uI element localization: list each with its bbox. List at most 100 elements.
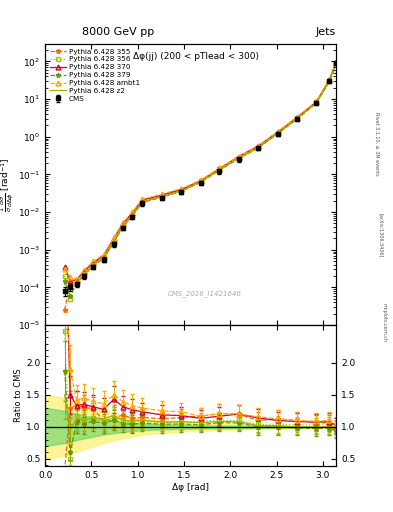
Pythia 6.428 ambt1 bbox=[236, 154, 241, 160]
Text: [arXiv:1306.3436]: [arXiv:1306.3436] bbox=[378, 214, 383, 258]
Pythia 6.428 355 bbox=[160, 193, 164, 199]
Pythia 6.428 ambt1 bbox=[101, 251, 106, 258]
Pythia 6.428 z2 bbox=[74, 280, 79, 286]
Pythia 6.428 356 bbox=[91, 262, 95, 268]
Pythia 6.428 355 bbox=[111, 239, 116, 245]
Pythia 6.428 370 bbox=[160, 192, 164, 198]
Pythia 6.428 z2 bbox=[314, 100, 319, 106]
Pythia 6.428 379 bbox=[314, 100, 319, 106]
Pythia 6.428 356 bbox=[74, 279, 79, 285]
Pythia 6.428 356 bbox=[179, 188, 184, 194]
Pythia 6.428 ambt1 bbox=[68, 274, 73, 280]
Pythia 6.428 370 bbox=[82, 268, 86, 274]
Pythia 6.428 356 bbox=[101, 255, 106, 261]
Legend: Pythia 6.428 355, Pythia 6.428 356, Pythia 6.428 370, Pythia 6.428 379, Pythia 6: Pythia 6.428 355, Pythia 6.428 356, Pyth… bbox=[49, 47, 141, 103]
Pythia 6.428 370 bbox=[91, 260, 95, 266]
Pythia 6.428 z2 bbox=[62, 282, 67, 288]
Pythia 6.428 379 bbox=[217, 167, 222, 174]
Pythia 6.428 355 bbox=[275, 129, 280, 135]
Line: Pythia 6.428 ambt1: Pythia 6.428 ambt1 bbox=[62, 60, 338, 281]
Pythia 6.428 ambt1 bbox=[130, 209, 134, 215]
Pythia 6.428 355 bbox=[236, 154, 241, 160]
Pythia 6.428 379 bbox=[111, 240, 116, 246]
Pythia 6.428 356 bbox=[68, 296, 73, 302]
Pythia 6.428 370 bbox=[198, 178, 203, 184]
Pythia 6.428 ambt1 bbox=[62, 266, 67, 272]
Pythia 6.428 ambt1 bbox=[256, 143, 261, 149]
Pythia 6.428 ambt1 bbox=[82, 267, 86, 273]
Pythia 6.428 ambt1 bbox=[140, 196, 145, 202]
Pythia 6.428 355 bbox=[334, 60, 338, 66]
Pythia 6.428 370 bbox=[256, 143, 261, 149]
Pythia 6.428 z2 bbox=[111, 239, 116, 245]
Pythia 6.428 356 bbox=[111, 239, 116, 245]
Y-axis label: $\frac{1}{\sigma}\frac{d\sigma}{d\Delta\phi}$ [rad$^{-1}$]: $\frac{1}{\sigma}\frac{d\sigma}{d\Delta\… bbox=[0, 157, 17, 211]
Line: Pythia 6.428 370: Pythia 6.428 370 bbox=[62, 60, 338, 283]
Pythia 6.428 z2 bbox=[236, 155, 241, 161]
Pythia 6.428 379 bbox=[62, 278, 67, 284]
Pythia 6.428 370 bbox=[327, 77, 332, 83]
Pythia 6.428 356 bbox=[327, 78, 332, 84]
Pythia 6.428 356 bbox=[217, 167, 222, 173]
Pythia 6.428 370 bbox=[295, 115, 299, 121]
Pythia 6.428 355 bbox=[68, 280, 73, 286]
Pythia 6.428 379 bbox=[256, 145, 261, 151]
Pythia 6.428 370 bbox=[68, 278, 73, 284]
Pythia 6.428 370 bbox=[140, 197, 145, 203]
Pythia 6.428 356 bbox=[130, 212, 134, 219]
Pythia 6.428 379 bbox=[179, 188, 184, 195]
Pythia 6.428 379 bbox=[121, 224, 125, 230]
Pythia 6.428 z2 bbox=[217, 167, 222, 173]
Pythia 6.428 379 bbox=[91, 263, 95, 269]
Pythia 6.428 370 bbox=[314, 98, 319, 104]
Pythia 6.428 370 bbox=[130, 210, 134, 216]
Y-axis label: Ratio to CMS: Ratio to CMS bbox=[14, 369, 23, 422]
Pythia 6.428 356 bbox=[160, 194, 164, 200]
Pythia 6.428 z2 bbox=[82, 271, 86, 278]
Text: Rivet 3.1.10, ≥ 3M events: Rivet 3.1.10, ≥ 3M events bbox=[374, 112, 379, 175]
Pythia 6.428 356 bbox=[140, 199, 145, 205]
Pythia 6.428 z2 bbox=[334, 61, 338, 67]
Pythia 6.428 z2 bbox=[256, 145, 261, 151]
Pythia 6.428 370 bbox=[275, 129, 280, 135]
Pythia 6.428 z2 bbox=[295, 116, 299, 122]
Pythia 6.428 z2 bbox=[179, 188, 184, 194]
Text: Δφ(jj) (200 < pTlead < 300): Δφ(jj) (200 < pTlead < 300) bbox=[133, 52, 259, 61]
Pythia 6.428 z2 bbox=[68, 285, 73, 291]
Pythia 6.428 ambt1 bbox=[198, 177, 203, 183]
Pythia 6.428 379 bbox=[74, 280, 79, 286]
Pythia 6.428 379 bbox=[101, 255, 106, 262]
Pythia 6.428 z2 bbox=[160, 194, 164, 200]
Line: Pythia 6.428 379: Pythia 6.428 379 bbox=[62, 62, 338, 298]
Pythia 6.428 356 bbox=[314, 99, 319, 105]
Pythia 6.428 379 bbox=[82, 272, 86, 279]
Pythia 6.428 355 bbox=[295, 114, 299, 120]
Line: Pythia 6.428 z2: Pythia 6.428 z2 bbox=[64, 64, 336, 288]
Pythia 6.428 z2 bbox=[275, 131, 280, 137]
Pythia 6.428 355 bbox=[62, 307, 67, 313]
Pythia 6.428 ambt1 bbox=[327, 77, 332, 83]
Pythia 6.428 355 bbox=[217, 165, 222, 172]
Pythia 6.428 379 bbox=[68, 293, 73, 299]
Pythia 6.428 379 bbox=[236, 156, 241, 162]
Pythia 6.428 355 bbox=[198, 177, 203, 183]
Pythia 6.428 355 bbox=[121, 222, 125, 228]
Pythia 6.428 355 bbox=[101, 255, 106, 261]
Pythia 6.428 370 bbox=[217, 166, 222, 172]
Pythia 6.428 z2 bbox=[327, 78, 332, 84]
Pythia 6.428 370 bbox=[74, 276, 79, 283]
X-axis label: Δφ [rad]: Δφ [rad] bbox=[172, 482, 209, 492]
Text: 8000 GeV pp: 8000 GeV pp bbox=[82, 27, 154, 37]
Pythia 6.428 370 bbox=[236, 154, 241, 160]
Pythia 6.428 355 bbox=[82, 269, 86, 275]
Pythia 6.428 ambt1 bbox=[111, 234, 116, 241]
Pythia 6.428 ambt1 bbox=[295, 114, 299, 120]
Pythia 6.428 356 bbox=[334, 60, 338, 67]
Pythia 6.428 z2 bbox=[121, 223, 125, 229]
Pythia 6.428 379 bbox=[275, 131, 280, 137]
Pythia 6.428 ambt1 bbox=[217, 165, 222, 172]
Pythia 6.428 370 bbox=[179, 186, 184, 193]
Pythia 6.428 370 bbox=[111, 236, 116, 242]
Pythia 6.428 355 bbox=[314, 99, 319, 105]
Pythia 6.428 z2 bbox=[101, 254, 106, 261]
